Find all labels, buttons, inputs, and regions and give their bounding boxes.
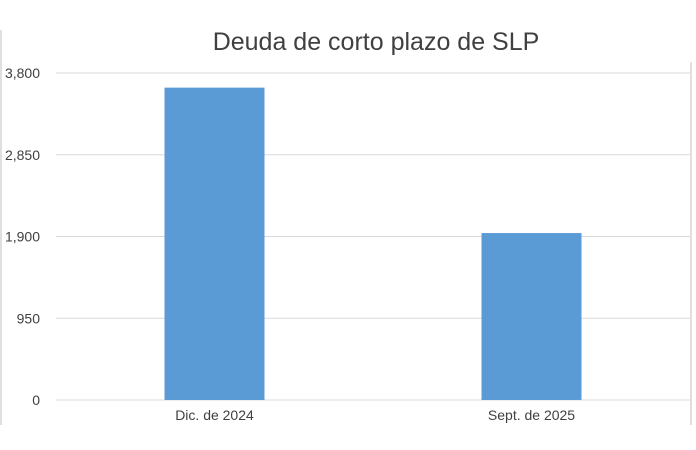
- chart-frame: [0, 30, 692, 425]
- y-tick-label: 1,900: [5, 229, 40, 245]
- bars: [164, 87, 582, 401]
- bar: [164, 87, 265, 401]
- y-tick-label: 0: [32, 392, 40, 408]
- y-tick-label: 950: [17, 310, 41, 326]
- x-axis-ticks: Dic. de 2024 Sept. de 2025: [175, 407, 575, 423]
- y-axis-ticks: 0 950 1,900 2,850 3,800: [5, 65, 40, 408]
- y-tick-label: 3,800: [5, 65, 40, 81]
- x-tick-label: Dic. de 2024: [175, 407, 254, 423]
- y-tick-label: 2,850: [5, 147, 40, 163]
- x-tick-label: Sept. de 2025: [488, 407, 575, 423]
- gridlines: [56, 72, 690, 401]
- chart-title: Deuda de corto plazo de SLP: [213, 28, 540, 56]
- bar: [481, 233, 582, 400]
